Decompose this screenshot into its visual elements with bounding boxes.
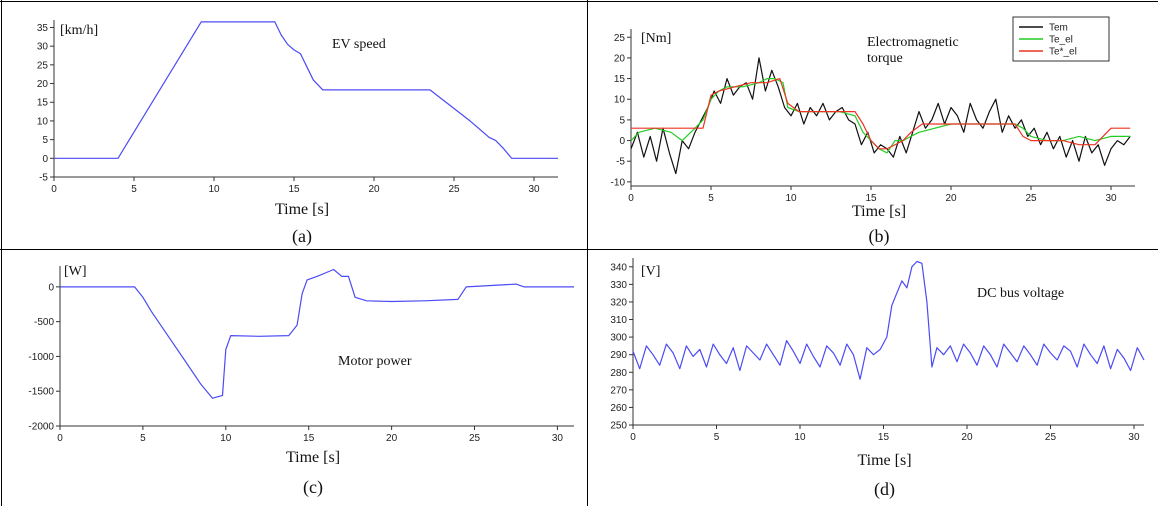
x-tick-label: 5 — [131, 184, 137, 195]
x-tick-label: 10 — [794, 432, 806, 443]
y-unit-label: [Nm] — [641, 31, 671, 46]
x-tick-label: 30 — [1105, 193, 1117, 204]
y-tick-label: 10 — [37, 116, 49, 127]
y-tick-label: 0 — [619, 136, 625, 147]
y-tick-label: 5 — [619, 115, 625, 126]
x-tick-label: 0 — [628, 193, 634, 204]
y-tick-label: 15 — [37, 98, 49, 109]
legend-label: Te_el — [1049, 35, 1073, 46]
x-tick-label: 20 — [368, 184, 380, 195]
x-tick-label: 15 — [288, 184, 300, 195]
panel-caption: (b) — [869, 226, 890, 247]
y-tick-label: 20 — [37, 79, 49, 90]
x-tick-label: 25 — [448, 184, 460, 195]
y-tick-label: 15 — [614, 74, 626, 85]
x-tick-label: 5 — [714, 432, 720, 443]
x-tick-label: 15 — [878, 432, 890, 443]
y-tick-label: 0 — [48, 282, 54, 293]
y-tick-label: 20 — [614, 53, 626, 64]
y-tick-label: -2000 — [28, 422, 54, 433]
y-tick-label: -5 — [616, 157, 625, 168]
y-tick-label: 35 — [37, 23, 49, 34]
series-line-te-el — [630, 78, 1131, 154]
panel-caption: (c) — [303, 477, 323, 498]
panel-caption: (d) — [874, 479, 895, 500]
y-tick-label: -5 — [39, 173, 48, 184]
y-tick-label: 340 — [610, 262, 627, 273]
chart-annotation: EV speed — [332, 37, 386, 52]
y-tick-label: 5 — [42, 135, 48, 146]
y-tick-label: -1000 — [28, 352, 54, 363]
series-line-1 — [60, 268, 574, 399]
y-unit-label: [km/h] — [60, 23, 98, 38]
x-tick-label: 0 — [630, 432, 636, 443]
y-tick-label: 330 — [610, 280, 627, 291]
x-tick-label: 25 — [1025, 193, 1037, 204]
legend-label: Tem — [1049, 23, 1068, 34]
y-tick-label: 310 — [610, 315, 627, 326]
x-tick-label: 20 — [386, 433, 398, 444]
y-tick-label: -500 — [34, 317, 54, 328]
x-axis-label: Time [s] — [857, 452, 911, 469]
y-tick-label: 280 — [610, 368, 627, 379]
panel-c-motor-power: -2000 -1500 -1000 -500 0 0 5 10 15 20 25 30 [W] Motor… — [28, 264, 574, 498]
x-axis-label: Time [s] — [852, 203, 906, 220]
x-tick-label: 15 — [865, 193, 877, 204]
y-tick-label: 250 — [610, 421, 627, 432]
series-line-te--el — [631, 78, 1131, 150]
x-tick-label: 30 — [552, 433, 564, 444]
x-tick-label: 10 — [208, 184, 220, 195]
x-tick-label: 0 — [57, 433, 63, 444]
x-tick-label: 30 — [528, 184, 540, 195]
chart-annotation: Motor power — [338, 354, 412, 369]
x-tick-label: 25 — [1045, 432, 1057, 443]
series-line-1 — [632, 260, 1145, 380]
y-tick-label: 25 — [37, 60, 49, 71]
x-axis-label: Time [s] — [286, 449, 340, 466]
series-line-tem — [630, 57, 1131, 175]
x-tick-label: 0 — [51, 184, 57, 195]
y-tick-label: 30 — [37, 42, 49, 53]
chart-annotation: DC bus voltage — [977, 286, 1064, 301]
x-tick-label: 20 — [945, 193, 957, 204]
y-unit-label: [W] — [64, 264, 87, 279]
y-tick-label: 25 — [614, 33, 626, 44]
y-tick-label: 320 — [610, 297, 627, 308]
panel-d-dc-bus-voltage: 250 260 270 280 290 300 310 320 330 340 0 5 10 15 20 25… — [610, 258, 1145, 500]
x-tick-label: 5 — [708, 193, 714, 204]
legend-label: Te*_el — [1049, 47, 1077, 58]
y-tick-label: -1500 — [28, 387, 54, 398]
x-tick-label: 30 — [1128, 432, 1140, 443]
y-tick-label: 10 — [614, 95, 626, 106]
x-tick-label: 10 — [220, 433, 232, 444]
x-tick-label: 5 — [140, 433, 146, 444]
y-unit-label: [V] — [641, 264, 660, 279]
x-tick-label: 25 — [469, 433, 481, 444]
y-tick-label: 290 — [610, 350, 627, 361]
x-tick-label: 15 — [303, 433, 315, 444]
x-tick-label: 10 — [785, 193, 797, 204]
chart-annotation: Electromagnetic torque — [867, 35, 959, 66]
series-line-1 — [54, 21, 558, 159]
panel-b-electromagnetic-torque: -10 -5 0 5 10 15 20 25 0 5 10 15 20 25 30 [Nm] Electroma… — [611, 16, 1135, 247]
x-tick-label: 20 — [961, 432, 973, 443]
y-tick-label: 260 — [610, 403, 627, 414]
panel-caption: (a) — [292, 226, 312, 247]
y-tick-label: -10 — [611, 177, 626, 188]
y-tick-label: 0 — [42, 154, 48, 165]
y-tick-label: 300 — [610, 333, 627, 344]
x-axis-label: Time [s] — [275, 201, 329, 218]
y-tick-label: 270 — [610, 385, 627, 396]
